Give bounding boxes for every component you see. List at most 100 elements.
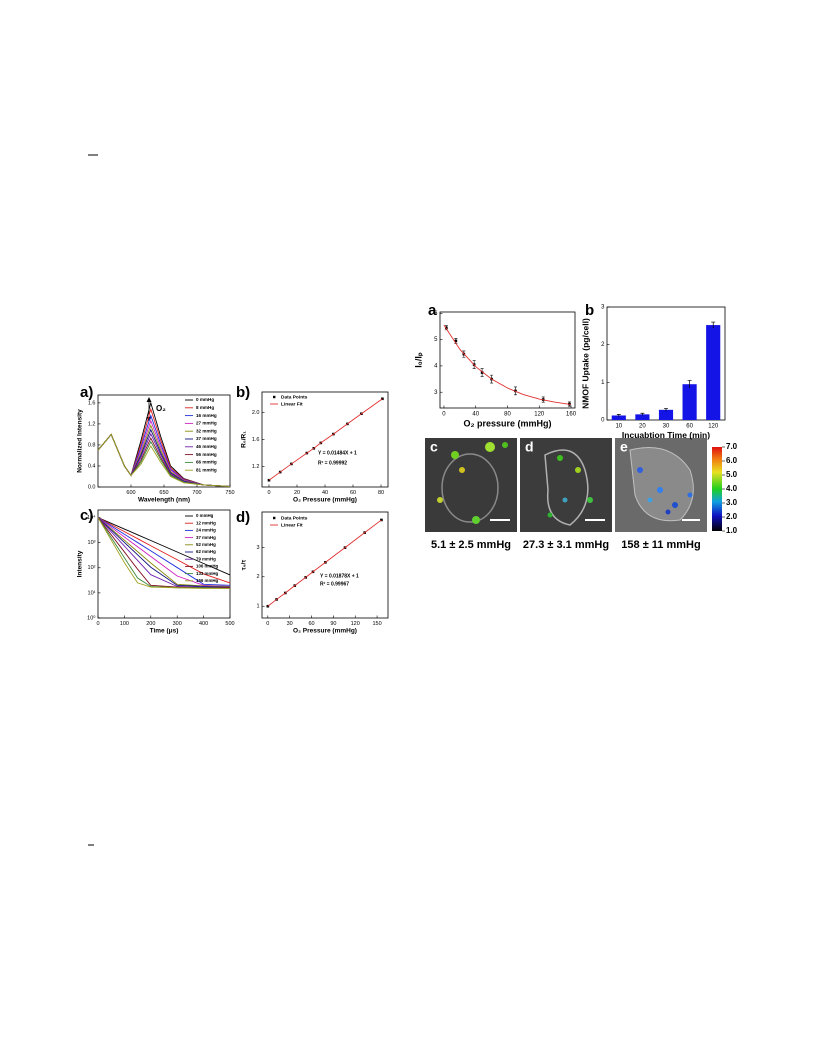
panel-label: a [428, 302, 437, 319]
error-bar [640, 412, 645, 416]
colorbar-tick-label: 6.0 [726, 456, 738, 465]
x-tick-label: 80 [504, 412, 511, 418]
colorbar-tick-label: 5.0 [726, 470, 738, 479]
legend-label: 8 mmHg [196, 405, 214, 410]
x-axis-label: O₂ pressure (mmHg) [463, 418, 551, 428]
panel-label: c) [80, 507, 93, 524]
data-point [454, 339, 458, 343]
data-line [97, 517, 230, 588]
data-line [97, 517, 231, 587]
panel-label: a) [80, 384, 93, 401]
x-tick-label: 60 [308, 621, 314, 627]
annotation: Y = 0.01878X + 1 [320, 573, 359, 579]
legend-label: Data Points [281, 394, 308, 400]
y-tick-label: 6 [434, 311, 438, 317]
y-tick-label: 3 [601, 305, 605, 311]
x-tick-label: 0 [266, 621, 269, 627]
y-tick-label: 0.0 [88, 484, 96, 490]
data-point [267, 478, 271, 482]
x-tick-label: 60 [686, 424, 693, 430]
legend-label: Linear Fit [281, 401, 303, 407]
y-axis-label: τ₀/τ [241, 560, 248, 571]
legend-label: 66 mmHg [196, 460, 217, 465]
data-line [97, 517, 230, 589]
data-line [97, 517, 231, 584]
legend-label: 56 mmHg [196, 452, 217, 457]
y-tick-label: 0.8 [88, 442, 96, 448]
image-caption: 27.3 ± 3.1 mmHg [523, 539, 609, 551]
plot-frame [97, 509, 231, 619]
y-tick-label: 2.0 [252, 410, 260, 416]
legend-label: 62 mmHg [196, 549, 216, 554]
x-tick-label: 600 [126, 490, 135, 496]
y-tick-label: 10³ [88, 540, 96, 546]
y-tick-label: 1.2 [252, 464, 260, 470]
x-tick-label: 160 [566, 412, 577, 418]
error-bar [664, 407, 668, 412]
x-tick-label: 90 [330, 621, 336, 627]
legend-label: Linear Fit [281, 522, 303, 528]
image-label: e [620, 439, 628, 455]
bar [706, 325, 721, 420]
x-tick-label: 10 [615, 424, 622, 430]
legend-label: 24 mmHg [196, 528, 216, 533]
data-line [97, 433, 231, 487]
x-tick-label: 20 [639, 424, 646, 430]
panel-label: d) [236, 509, 250, 526]
legend-label: 156 mmHg [196, 578, 219, 583]
micrograph: c [425, 438, 517, 532]
fit-line [443, 324, 572, 406]
x-tick-label: 150 [372, 621, 381, 627]
error-bar [687, 380, 692, 388]
y-tick-label: 0.4 [88, 463, 96, 469]
colorbar-tick-label: 1.0 [726, 526, 738, 535]
x-tick-label: 120 [534, 412, 545, 418]
x-tick-label: 120 [351, 621, 360, 627]
y-axis-label: Normalized Intensity [77, 409, 84, 473]
legend-label: 106 mmHg [196, 564, 219, 569]
legend-label: 37 mmHg [196, 436, 217, 441]
legend-label: 32 mmHg [196, 428, 217, 433]
data-point [480, 371, 484, 374]
x-tick-label: 60 [350, 490, 356, 496]
x-axis-label: Wavelength (nm) [138, 497, 190, 504]
x-tick-label: 40 [322, 490, 328, 496]
annotation: Y = 0.01484X + 1 [318, 450, 357, 456]
bar [611, 415, 626, 420]
image-label: d [525, 439, 534, 455]
x-axis-label: Incuabtion Time (min) [622, 430, 710, 440]
colorbar-tick-label: 3.0 [726, 498, 738, 507]
y-tick-label: 3 [434, 390, 438, 396]
data-line [97, 517, 231, 586]
x-tick-label: 30 [663, 424, 670, 430]
fit-line [267, 519, 382, 607]
colorbar-tick-label: 2.0 [726, 512, 738, 521]
x-tick-label: 300 [173, 621, 182, 627]
legend-label: 27 mmHg [196, 421, 217, 426]
colorbar-tick-label: 7.0 [726, 442, 738, 451]
legend-label: 12 mmHg [196, 520, 216, 525]
panel-label: b [585, 302, 594, 319]
legend-label: 81 mmHg [196, 467, 217, 472]
x-axis-label: O₂ Pressure (mmHg) [293, 628, 357, 635]
y-tick-label: 1.6 [88, 400, 96, 406]
y-tick-label: 1.2 [88, 421, 96, 427]
y-tick-label: 2 [256, 574, 259, 580]
y-tick-label: 2 [601, 342, 605, 348]
legend-label: 16 mmHg [196, 413, 217, 418]
y-axis-label: I₀/Iₚ [413, 352, 423, 368]
legend-label: 79 mmHg [196, 556, 216, 561]
x-tick-label: 750 [225, 490, 234, 496]
x-tick-label: 20 [294, 490, 300, 496]
x-axis-label: Time (μs) [150, 628, 179, 635]
x-tick-label: 40 [472, 412, 479, 418]
data-line [97, 517, 231, 587]
annotation: R² = 0.99992 [318, 460, 347, 466]
y-tick-label: 10⁴ [87, 514, 96, 521]
error-bar [711, 321, 716, 329]
annotation: R² = 0.99967 [320, 581, 349, 587]
x-tick-label: 700 [192, 490, 201, 496]
data-point [381, 397, 384, 401]
x-tick-label: 500 [225, 621, 234, 627]
y-tick-label: 1 [256, 604, 259, 610]
